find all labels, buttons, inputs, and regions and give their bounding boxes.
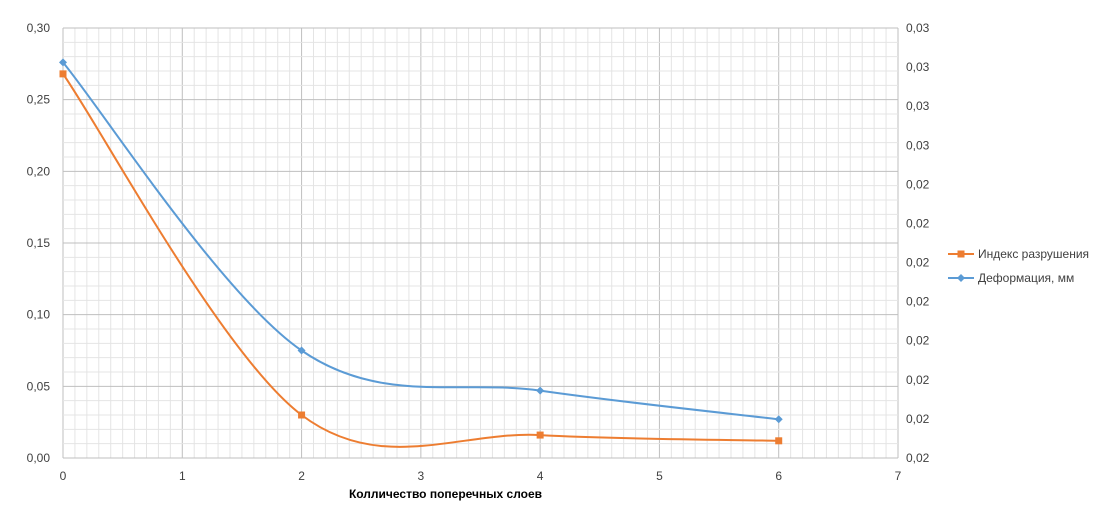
legend-item: Индекс разрушения <box>948 247 1089 261</box>
data-point-marker <box>774 415 783 424</box>
secondary-y-tick-label: 0,03 <box>906 99 930 113</box>
series-1 <box>59 58 783 424</box>
secondary-y-tick-label: 0,03 <box>906 60 930 74</box>
secondary-y-tick-label: 0,02 <box>906 451 930 465</box>
secondary-y-tick-label: 0,02 <box>906 256 930 270</box>
y-tick-label: 0,30 <box>27 21 51 35</box>
secondary-y-tick-label: 0,03 <box>906 21 930 35</box>
x-axis-ticks: 0 1 2 3 4 5 6 7 <box>60 469 902 483</box>
secondary-y-tick-label: 0,02 <box>906 334 930 348</box>
legend-swatch-marker <box>957 250 965 258</box>
x-axis-label: Колличество поперечных слоев <box>349 487 542 501</box>
legend-item: Деформация, мм <box>948 271 1074 285</box>
secondary-y-tick-label: 0,03 <box>906 138 930 152</box>
series-line <box>62 73 779 448</box>
data-point-marker <box>775 437 783 445</box>
secondary-y-axis-ticks: 0,02 0,02 0,02 0,02 0,02 0,02 0,02 0,02 0,03 0,03… <box>906 21 930 465</box>
x-tick-label: 6 <box>775 469 782 483</box>
x-tick-label: 2 <box>298 469 305 483</box>
secondary-y-tick-label: 0,02 <box>906 295 930 309</box>
series-group <box>59 58 783 448</box>
secondary-y-tick-label: 0,02 <box>906 216 930 230</box>
legend: Индекс разрушения Деформация, мм <box>948 247 1089 285</box>
x-tick-label: 1 <box>179 469 186 483</box>
y-tick-label: 0,15 <box>27 236 51 250</box>
data-point-marker <box>536 386 545 395</box>
data-point-marker <box>297 346 306 355</box>
x-tick-label: 0 <box>60 469 67 483</box>
x-tick-label: 7 <box>895 469 902 483</box>
secondary-y-tick-label: 0,02 <box>906 177 930 191</box>
legend-swatch-marker <box>957 274 965 282</box>
legend-label: Деформация, мм <box>978 271 1074 285</box>
secondary-y-tick-label: 0,02 <box>906 373 930 387</box>
y-tick-label: 0,25 <box>27 93 51 107</box>
data-point-marker <box>59 58 67 67</box>
x-tick-label: 3 <box>418 469 425 483</box>
x-tick-label: 4 <box>537 469 544 483</box>
data-point-marker <box>298 411 306 419</box>
y-tick-label: 0,00 <box>27 451 51 465</box>
data-point-marker <box>536 431 544 439</box>
x-tick-label: 5 <box>656 469 663 483</box>
secondary-y-tick-label: 0,02 <box>906 412 930 426</box>
series-line <box>62 61 779 421</box>
series-0 <box>59 70 783 448</box>
grid <box>62 27 899 459</box>
data-point-marker <box>59 70 67 78</box>
y-axis-ticks: 0,00 0,05 0,10 0,15 0,20 0,25 0,30 <box>27 21 51 465</box>
y-tick-label: 0,20 <box>27 164 51 178</box>
y-tick-label: 0,10 <box>27 308 51 322</box>
y-tick-label: 0,05 <box>27 379 51 393</box>
legend-label: Индекс разрушения <box>978 247 1089 261</box>
